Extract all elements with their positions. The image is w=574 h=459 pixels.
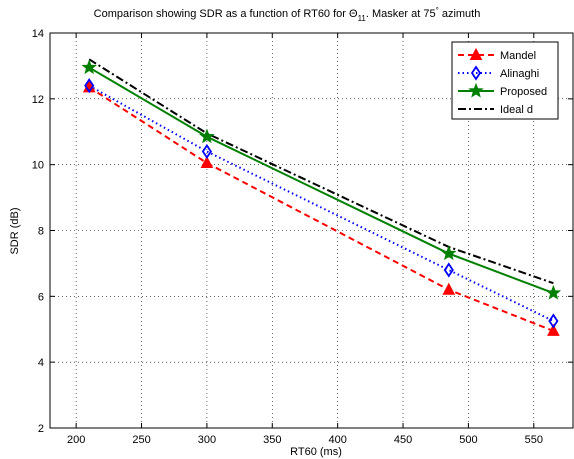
legend-label: Proposed (500, 86, 547, 98)
data-point-mandel (547, 323, 560, 336)
legend: Mandel Alinaghi Proposed Ideal d (451, 41, 559, 120)
y-axis-label: SDR (dB) (9, 207, 21, 254)
y-tick-label: 12 (32, 94, 44, 106)
data-point-proposed (545, 284, 562, 300)
axis-ticks: 200 250 300 350 400 450 500 550 2 4 6 8 10 12 14 (32, 28, 573, 446)
data-point-alinaghi (548, 313, 559, 329)
legend-marker (468, 82, 484, 98)
legend-label: Alinaghi (500, 68, 539, 80)
x-tick-label: 250 (132, 434, 150, 446)
data-point-proposed (81, 59, 97, 75)
legend-label: Ideal d (500, 104, 533, 116)
x-tick-label: 350 (263, 434, 281, 446)
data-point-alinaghi (84, 78, 95, 94)
legend-label: Mandel (500, 50, 536, 62)
y-tick-label: 8 (38, 226, 44, 238)
data-point-proposed (199, 128, 215, 144)
x-tick-label: 400 (328, 434, 346, 446)
series-line-ideal-d (88, 58, 554, 285)
chart-title: Comparison showing SDR as a function of … (94, 6, 481, 23)
y-tick-label: 2 (38, 423, 44, 435)
y-tick-label: 10 (32, 160, 44, 172)
data-point-mandel (200, 155, 214, 169)
series-line-proposed (88, 66, 554, 294)
x-tick-label: 550 (525, 434, 543, 446)
data-point-alinaghi (201, 143, 212, 160)
data-point-proposed (441, 245, 457, 261)
legend-marker (469, 47, 483, 60)
series-markers (81, 59, 562, 336)
legend-marker (470, 65, 482, 81)
y-tick-label: 4 (38, 357, 44, 369)
x-tick-label: 200 (67, 434, 85, 446)
x-axis-label: RT60 (ms) (290, 446, 342, 458)
data-point-mandel (442, 282, 456, 295)
y-tick-label: 6 (38, 291, 44, 303)
x-tick-label: 300 (198, 434, 216, 446)
y-tick-label: 14 (32, 28, 44, 40)
series-lines (88, 58, 554, 332)
x-tick-label: 500 (459, 434, 477, 446)
data-point-alinaghi (443, 262, 454, 278)
x-tick-label: 450 (394, 434, 412, 446)
